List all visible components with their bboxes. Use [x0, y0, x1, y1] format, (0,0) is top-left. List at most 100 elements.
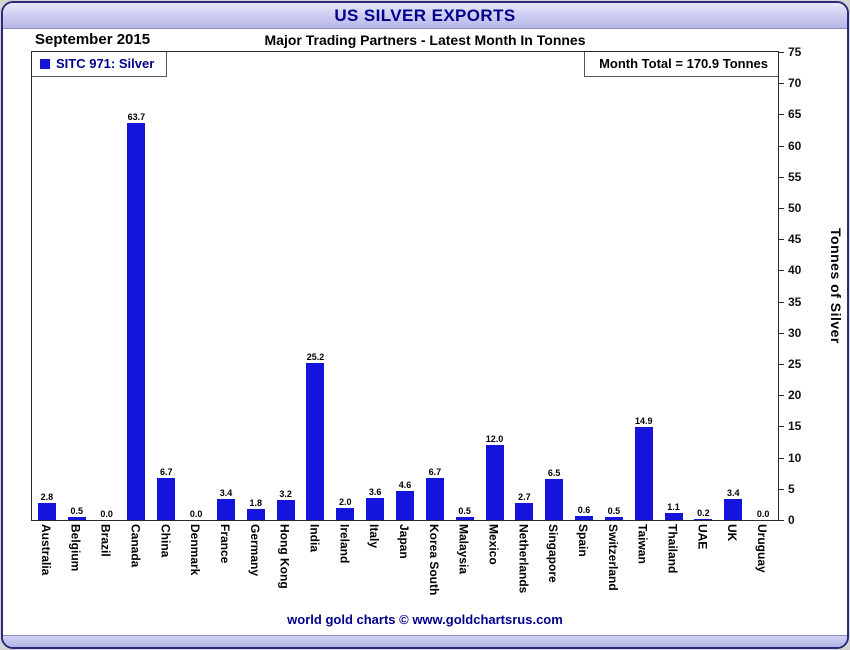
bar-value-label: 2.0 [339, 497, 352, 507]
bar-india [306, 363, 325, 520]
x-axis-label-uk: UK [725, 524, 740, 542]
subtitle-row: September 2015 Major Trading Partners - … [3, 29, 847, 51]
bar-value-label: 63.7 [127, 112, 146, 122]
bar-value-label: 0.5 [607, 506, 621, 516]
x-axis-label-uruguay: Uruguay [755, 524, 770, 573]
y-tick-label: 0 [788, 513, 795, 527]
y-tick-label: 35 [788, 294, 802, 309]
bar-value-label: 14.9 [634, 416, 653, 426]
y-tick-label: 40 [788, 263, 802, 278]
bar-value-label: 0.0 [189, 509, 203, 519]
x-axis-label-brazil: Brazil [98, 524, 113, 557]
bar-value-label: 6.5 [547, 468, 561, 478]
x-axis-label-denmark: Denmark [188, 524, 203, 576]
bar-value-label: 6.7 [160, 467, 173, 477]
y-tick [779, 114, 784, 116]
footer-credit: world gold charts © www.goldchartsrus.co… [3, 609, 847, 631]
y-tick-label: 45 [788, 232, 802, 247]
x-axis-label-canada: Canada [128, 524, 143, 568]
bar-italy [366, 498, 385, 520]
y-axis-title-zone: Tonnes of Silver [823, 51, 847, 521]
legend: SITC 971: Silver [32, 52, 168, 77]
bar-value-label: 12.0 [485, 434, 504, 444]
y-tick [779, 364, 784, 365]
chart-region: SITC 971: Silver Month Total = 170.9 Ton… [3, 45, 847, 527]
y-tick-label: 25 [788, 357, 802, 371]
bar-value-label: 3.4 [219, 488, 233, 498]
x-axis-label-spain: Spain [576, 524, 591, 557]
bar-france [216, 499, 235, 520]
bar-uk [724, 499, 743, 520]
bar-value-label: 25.2 [306, 352, 325, 362]
y-tick-label: 55 [788, 169, 802, 184]
y-tick [779, 301, 784, 303]
page-title: US SILVER EXPORTS [334, 5, 516, 25]
y-tick-label: 20 [788, 388, 802, 403]
bar-china [157, 478, 176, 520]
y-tick [779, 457, 784, 459]
y-tick [779, 270, 784, 272]
x-axis-label-japan: Japan [396, 524, 411, 559]
y-tick [779, 145, 784, 147]
y-tick [779, 426, 784, 428]
y-tick-label: 70 [788, 76, 802, 91]
y-tick-label: 50 [788, 201, 802, 215]
y-tick-label: 75 [788, 45, 802, 59]
y-tick [779, 52, 784, 53]
bar-value-label: 0.5 [458, 506, 471, 516]
x-axis-label-india: India [307, 524, 322, 553]
bar-uae [694, 519, 713, 520]
bar-value-label: 1.8 [249, 498, 263, 508]
plot-area: SITC 971: Silver Month Total = 170.9 Ton… [31, 51, 779, 521]
x-axis-label-ireland: Ireland [337, 524, 352, 564]
bar-canada [127, 123, 146, 520]
bar-korea-south [425, 478, 444, 520]
bar-value-label: 0.6 [577, 505, 591, 515]
bar-switzerland [604, 517, 623, 520]
bar-thailand [664, 513, 683, 520]
y-tick-label: 30 [788, 325, 802, 340]
x-axis-label-uae: UAE [695, 524, 710, 550]
x-axis-label-hong-kong: Hong Kong [277, 524, 292, 589]
y-tick [779, 395, 784, 397]
legend-label: SITC 971: Silver [56, 56, 155, 71]
bar-hong-kong [276, 500, 295, 520]
bar-australia [37, 503, 56, 520]
y-tick-label: 60 [788, 138, 802, 153]
legend-marker-icon [40, 58, 50, 69]
x-axis-label-thailand: Thailand [665, 524, 680, 574]
y-tick-label: 65 [788, 107, 802, 122]
bar-japan [396, 491, 414, 520]
y-tick [779, 239, 784, 241]
bar-malaysia [455, 517, 474, 520]
y-tick-label: 15 [788, 419, 802, 434]
date-label: September 2015 [35, 31, 151, 48]
y-tick-label: 10 [788, 450, 802, 465]
x-axis-label-korea-south: Korea South [426, 524, 441, 596]
x-axis-label-taiwan: Taiwan [635, 524, 650, 564]
x-axis-label-netherlands: Netherlands [516, 524, 531, 594]
bar-value-label: 2.8 [40, 492, 54, 502]
x-axis-label-germany: Germany [247, 524, 262, 577]
bar-value-label: 0.2 [697, 508, 710, 518]
x-axis-label-malaysia: Malaysia [456, 524, 471, 575]
y-tick-label: 5 [788, 481, 795, 496]
y-tick [779, 208, 784, 209]
chart-subtitle: Major Trading Partners - Latest Month In… [264, 32, 586, 48]
bar-netherlands [515, 503, 534, 520]
bar-spain [575, 516, 594, 520]
title-bar: US SILVER EXPORTS [3, 3, 847, 29]
month-total-annotation: Month Total = 170.9 Tonnes [584, 52, 778, 77]
bar-value-label: 0.5 [70, 506, 83, 516]
x-axis-label-australia: Australia [38, 524, 53, 576]
x-axis-label-italy: Italy [367, 524, 382, 549]
y-axis: 0 5 10 15 20 25 30 35 40 45 50 55 60 65 70 75 [779, 45, 823, 527]
bar-germany [246, 509, 265, 520]
x-axis-labels: Australia Belgium Brazil Canada China Denmark… [31, 521, 779, 609]
x-axis-label-belgium: Belgium [68, 524, 83, 572]
y-tick [779, 176, 784, 178]
bottom-accent-bar [3, 635, 847, 647]
bar-value-label: 1.1 [667, 502, 680, 512]
x-axis-label-switzerland: Switzerland [605, 524, 620, 591]
